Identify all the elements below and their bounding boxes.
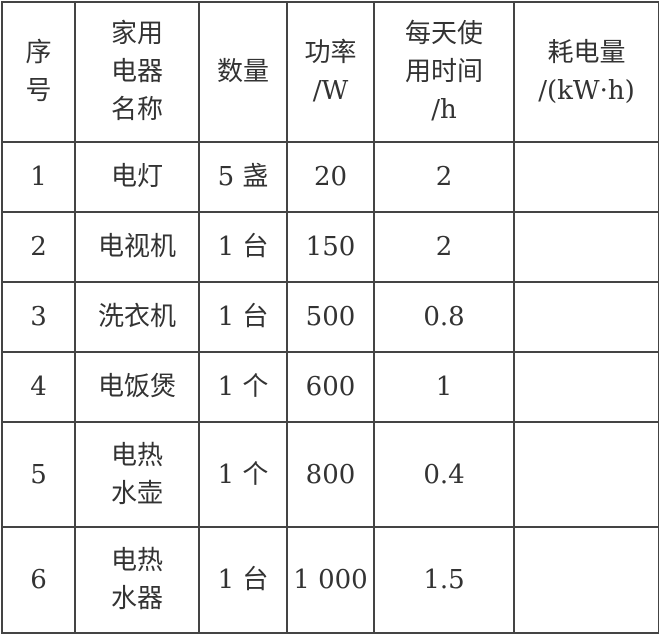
header-time: 每天使用时间/h	[373, 1, 515, 143]
cell-text: 1	[435, 372, 453, 402]
table-row: 6 电热水器 1 台 1 000 1.5	[1, 526, 659, 634]
cell-text: 水器	[110, 584, 163, 614]
cell-power: 500	[286, 281, 375, 353]
cell-quantity: 5 盏	[198, 141, 288, 213]
cell-text: 电饭煲	[97, 372, 176, 402]
cell-name: 电视机	[74, 211, 200, 283]
cell-text: 1 台	[217, 302, 269, 332]
cell-power: 150	[286, 211, 375, 283]
header-energy: 耗电量 /(kW·h)	[513, 1, 659, 143]
cell-index: 3	[1, 281, 76, 353]
header-text: 用时间	[404, 57, 483, 87]
cell-quantity: 1 个	[198, 351, 288, 423]
cell-name: 电灯	[74, 141, 200, 213]
table-row: 5 电热水壶 1 个 800 0.4	[1, 421, 659, 528]
cell-text: 1 个	[217, 459, 269, 490]
cell-text: 150	[305, 232, 356, 262]
cell-name: 电饭煲	[74, 351, 200, 423]
header-text: 家用	[110, 19, 163, 49]
cell-energy	[513, 141, 659, 213]
cell-name: 电热 水器	[74, 526, 200, 634]
cell-text: 电灯	[110, 162, 163, 192]
table-row: 4 电饭煲 1 个 600 1	[1, 351, 659, 423]
cell-text: 洗衣机	[97, 302, 176, 332]
cell-text: 电热	[110, 546, 163, 576]
cell-time: 2	[373, 141, 515, 213]
cell-time: 2	[373, 211, 515, 283]
cell-text: 电热	[110, 440, 163, 471]
cell-text: 1 000	[293, 565, 368, 595]
table-row: 2 电视机 1 台 150 2	[1, 211, 659, 283]
cell-text: 3	[30, 302, 47, 332]
cell-index: 5	[1, 421, 76, 528]
cell-text: 1 台	[217, 565, 269, 595]
cell-energy	[513, 281, 659, 353]
cell-text: 0.8	[423, 302, 465, 332]
cell-text: 4	[30, 372, 47, 402]
table-row: 3 洗衣机 1 台 500 0.8	[1, 281, 659, 353]
header-text: 数量	[216, 57, 269, 87]
cell-quantity: 1 台	[198, 211, 288, 283]
cell-index: 2	[1, 211, 76, 283]
cell-quantity: 1 个	[198, 421, 288, 528]
cell-name: 电热 水壶	[74, 421, 200, 528]
header-text: /h	[431, 95, 457, 125]
header-text: /W	[312, 76, 349, 106]
cell-time: 0.8	[373, 281, 515, 353]
cell-text: 1 个	[217, 372, 269, 402]
header-row: 序号 家用电器名称 数量 功率/W 每天使用时间/h 耗电量 /(kW·h)	[1, 1, 659, 143]
cell-time: 1.5	[373, 526, 515, 634]
cell-text: 5	[30, 459, 47, 490]
header-text: 每天使	[404, 19, 483, 49]
cell-energy	[513, 211, 659, 283]
cell-text: 500	[305, 302, 356, 332]
cell-text: 5 盏	[217, 162, 269, 192]
cell-quantity: 1 台	[198, 526, 288, 634]
header-text: 号	[25, 76, 52, 106]
cell-power: 600	[286, 351, 375, 423]
cell-index: 1	[1, 141, 76, 213]
cell-time: 0.4	[373, 421, 515, 528]
cell-time: 1	[373, 351, 515, 423]
cell-energy	[513, 421, 659, 528]
cell-power: 1 000	[286, 526, 375, 634]
header-text: 名称	[110, 95, 163, 125]
cell-text: 20	[313, 162, 348, 192]
header-text: /(kW·h)	[538, 76, 635, 106]
cell-text: 600	[305, 372, 356, 402]
cell-text: 电视机	[97, 232, 176, 262]
header-quantity: 数量	[198, 1, 288, 143]
cell-index: 4	[1, 351, 76, 423]
cell-power: 800	[286, 421, 375, 528]
cell-text: 1.5	[423, 565, 465, 595]
header-text: 序	[25, 38, 52, 68]
header-power: 功率/W	[286, 1, 375, 143]
cell-text: 6	[30, 565, 47, 595]
cell-index: 6	[1, 526, 76, 634]
cell-energy	[513, 526, 659, 634]
cell-text: 1 台	[217, 232, 269, 262]
cell-text: 0.4	[423, 459, 465, 490]
cell-text: 2	[435, 162, 453, 192]
header-text: 耗电量	[547, 38, 626, 68]
cell-text: 2	[435, 232, 453, 262]
cell-power: 20	[286, 141, 375, 213]
cell-text: 2	[30, 232, 47, 262]
header-text: 功率	[304, 38, 357, 68]
cell-text: 1	[30, 162, 47, 192]
header-index: 序号	[1, 1, 76, 143]
cell-name: 洗衣机	[74, 281, 200, 353]
table-row: 1 电灯 5 盏 20 2	[1, 141, 659, 213]
header-name: 家用 电器 名称	[74, 1, 200, 143]
cell-quantity: 1 台	[198, 281, 288, 353]
cell-text: 水壶	[110, 478, 163, 509]
header-text: 电器	[110, 57, 163, 87]
cell-text: 800	[305, 459, 356, 490]
cell-energy	[513, 351, 659, 423]
